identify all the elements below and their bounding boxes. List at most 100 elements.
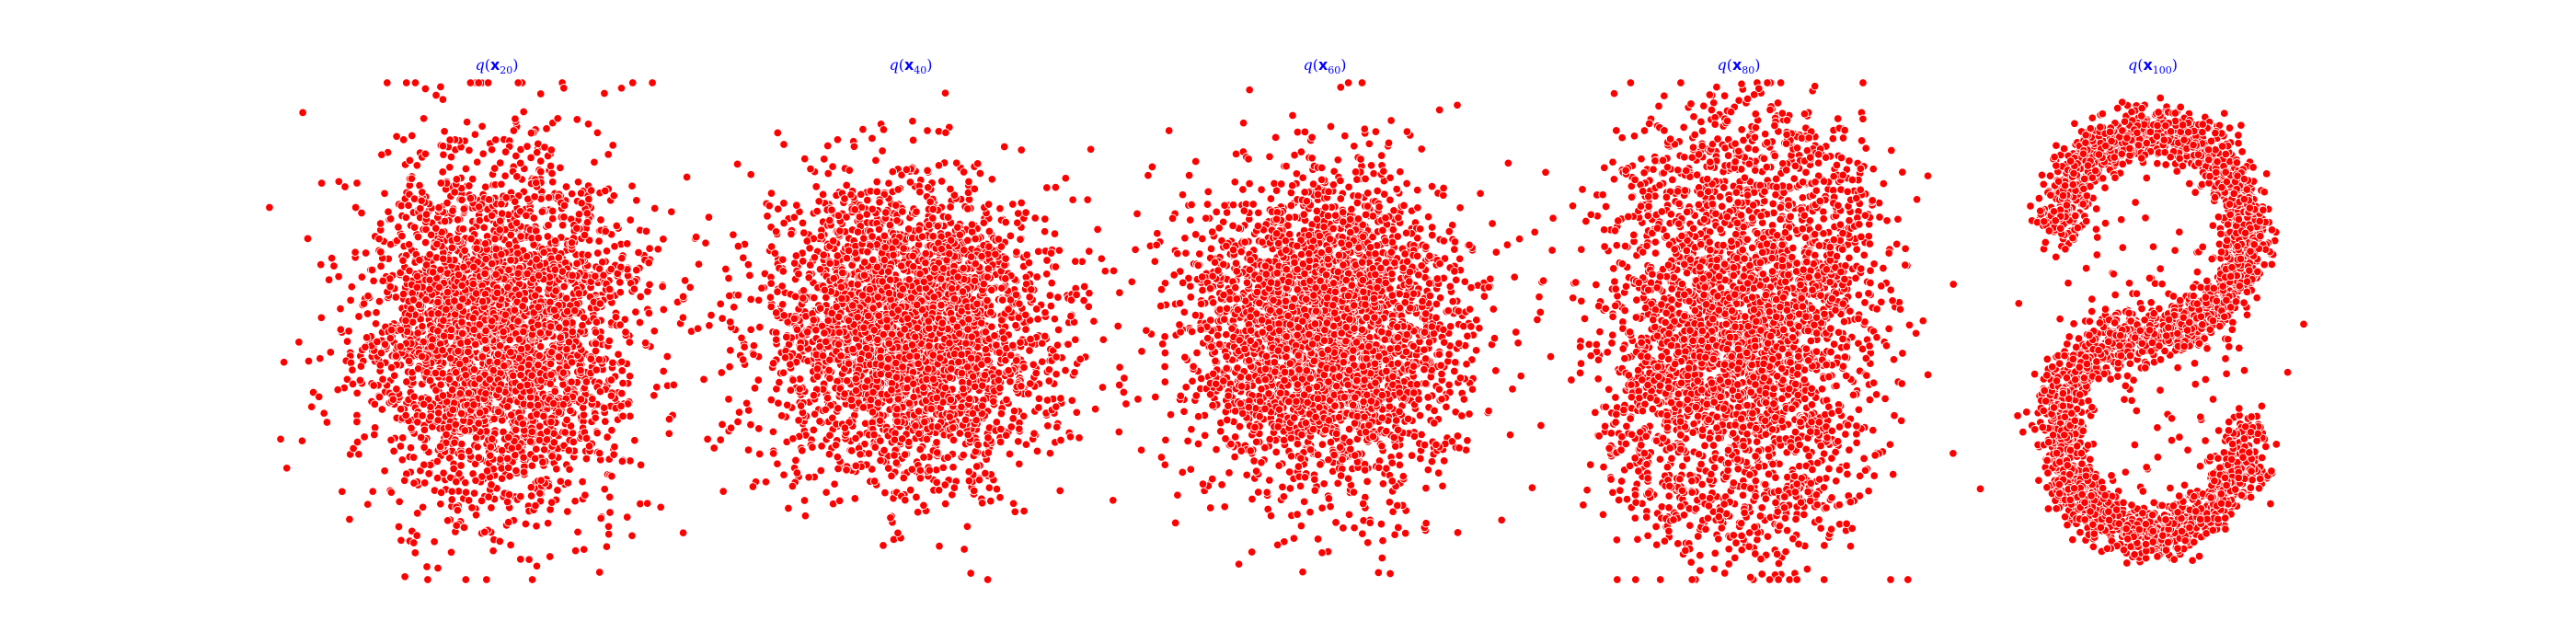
scatter-point: [513, 269, 523, 278]
scatter-point: [409, 194, 420, 203]
scatter-point: [452, 175, 462, 184]
scatter-point: [509, 126, 519, 135]
scatter-point: [489, 414, 499, 424]
scatter-point: [779, 218, 788, 228]
scatter-point: [451, 368, 461, 377]
scatter-point: [746, 169, 755, 179]
scatter-point: [503, 463, 513, 473]
scatter-point: [604, 522, 614, 532]
scatter-point: [606, 391, 616, 400]
scatter-point: [385, 282, 395, 292]
title-paren-close: ): [926, 56, 932, 74]
scatter-point: [560, 428, 569, 437]
scatter-point: [579, 410, 589, 420]
scatter-point: [732, 159, 742, 169]
scatter-point: [357, 272, 367, 282]
scatter-point: [823, 168, 833, 178]
scatter-point: [389, 371, 399, 381]
scatter-point: [553, 486, 562, 495]
scatter-point: [421, 210, 431, 219]
scatter-point: [516, 371, 525, 380]
scatter-point: [436, 178, 446, 188]
scatter-point: [355, 375, 365, 385]
scatter-point: [418, 502, 428, 512]
scatter-point: [648, 78, 657, 87]
scatter-point: [579, 545, 589, 554]
scatter-point: [1037, 357, 1047, 366]
scatter-point: [547, 178, 558, 187]
scatter-point: [408, 131, 417, 141]
scatter-point: [513, 78, 523, 87]
scatter-point: [497, 474, 507, 483]
scatter-point: [562, 415, 571, 425]
scatter-point: [567, 189, 577, 199]
scatter-point: [529, 213, 539, 223]
scatter-point: [484, 492, 493, 501]
scatter-point: [516, 344, 526, 354]
scatter-point: [452, 521, 461, 530]
scatter-point: [616, 401, 626, 411]
scatter-point: [556, 163, 565, 173]
scatter-point: [404, 240, 414, 249]
scatter-point: [359, 299, 369, 308]
scatter-point: [544, 193, 554, 202]
scatter-point: [564, 445, 574, 455]
scatter-point: [572, 224, 581, 233]
scatter-point: [704, 213, 714, 222]
scatter-point: [576, 365, 585, 375]
scatter-point: [556, 477, 566, 486]
scatter-point: [583, 250, 592, 260]
scatter-point: [489, 365, 498, 375]
scatter-point: [523, 269, 532, 279]
scatter-point: [484, 195, 494, 204]
scatter-point: [609, 190, 619, 201]
scatter-point: [1032, 446, 1042, 456]
scatter-point: [433, 309, 443, 318]
scatter-point: [559, 201, 569, 211]
scatter-point: [1033, 247, 1043, 257]
scatter-point: [490, 135, 500, 144]
scatter-point: [542, 427, 552, 436]
scatter-point: [397, 231, 407, 241]
scatter-point: [525, 400, 535, 410]
scatter-point: [443, 287, 453, 297]
scatter-point: [554, 352, 564, 362]
scatter-point: [526, 128, 536, 138]
scatter-point: [497, 445, 507, 455]
scatter-point: [532, 255, 541, 264]
scatter-point: [432, 456, 443, 466]
scatter-point: [1006, 231, 1016, 241]
scatter-point: [546, 161, 556, 171]
scatter-point: [788, 481, 798, 491]
scatter-point: [465, 145, 474, 155]
scatter-point: [383, 78, 392, 87]
scatter-point: [750, 384, 760, 393]
scatter-point: [550, 265, 560, 274]
scatter-point: [771, 227, 781, 236]
scatter-point: [1109, 266, 1119, 276]
scatter-point: [546, 370, 556, 380]
scatter-point: [572, 115, 582, 124]
scatter-point: [342, 337, 352, 346]
scatter-point: [433, 563, 443, 573]
scatter-point: [983, 575, 993, 584]
scatter-point: [949, 483, 960, 492]
scatter-point: [600, 88, 609, 98]
scatter-point: [396, 442, 406, 451]
scatter-point: [448, 405, 458, 415]
scatter-point: [336, 325, 346, 334]
scatter-point: [617, 366, 627, 375]
scatter-point: [594, 448, 604, 458]
scatter-point: [376, 348, 386, 358]
scatter-point: [464, 388, 474, 398]
scatter-point: [596, 215, 605, 224]
scatter-point: [659, 366, 668, 376]
scatter-point: [975, 168, 985, 178]
scatter-point: [456, 461, 466, 470]
scatter-point: [470, 130, 480, 139]
scatter-point: [546, 348, 557, 357]
scatter-point: [474, 78, 483, 87]
scatter-point: [412, 271, 422, 282]
scatter-point: [378, 374, 387, 384]
scatter-point: [370, 430, 379, 440]
